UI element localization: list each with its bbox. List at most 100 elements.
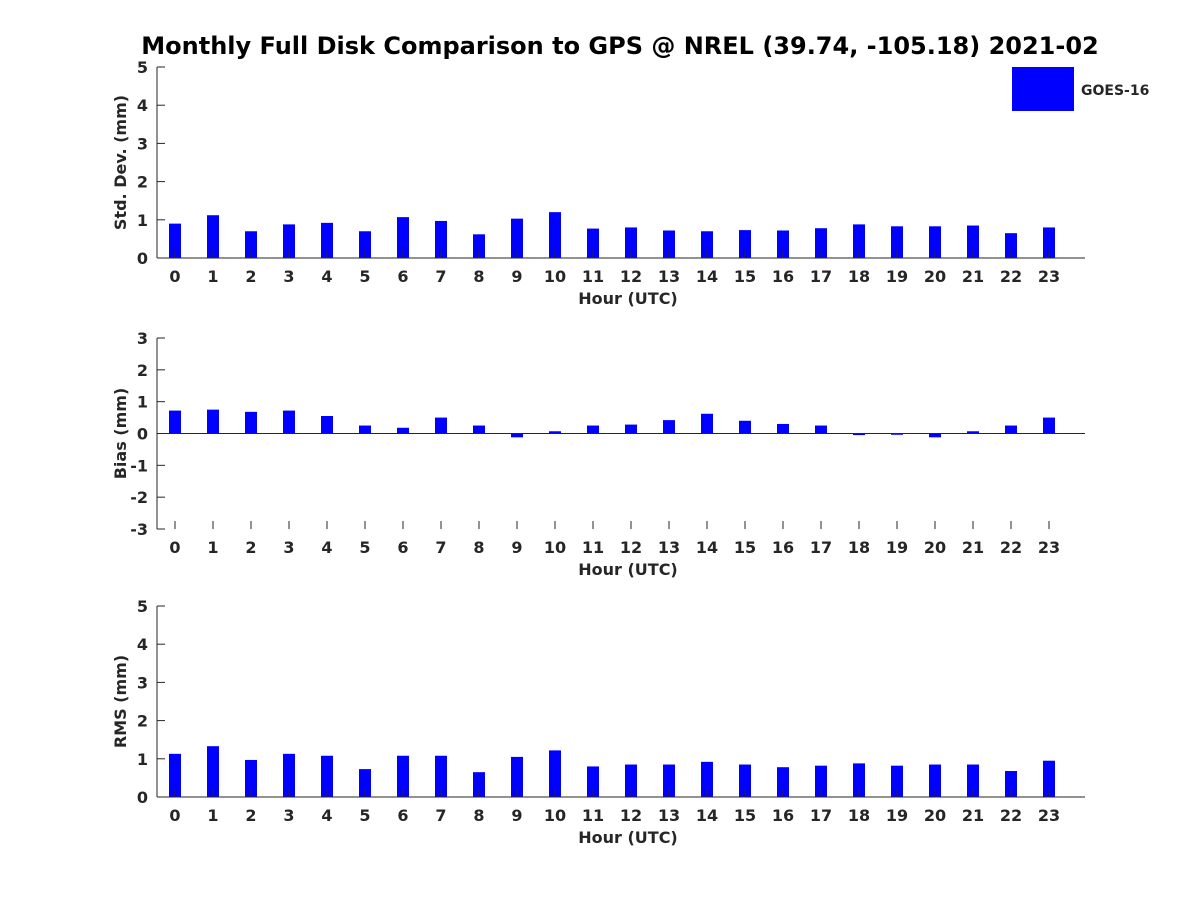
x-tick-label-1: 1 bbox=[207, 806, 218, 825]
bar-hour-13 bbox=[663, 420, 675, 434]
y-tick-label-4: 4 bbox=[137, 96, 148, 115]
bar-hour-5 bbox=[359, 425, 371, 434]
y-axis-label: RMS (mm) bbox=[111, 655, 130, 748]
bar-hour-0 bbox=[169, 223, 181, 258]
x-tick-label-15: 15 bbox=[734, 267, 756, 286]
x-tick-label-8: 8 bbox=[473, 267, 484, 286]
x-tick-label-11: 11 bbox=[582, 267, 604, 286]
bar-hour-16 bbox=[777, 230, 789, 258]
x-tick-label-23: 23 bbox=[1038, 267, 1060, 286]
bar-hour-23 bbox=[1043, 417, 1055, 434]
x-tick-label-14: 14 bbox=[696, 806, 718, 825]
y-tick-label-4: 4 bbox=[137, 635, 148, 654]
x-tick-label-7: 7 bbox=[435, 806, 446, 825]
x-tick-label-6: 6 bbox=[397, 806, 408, 825]
bar-hour-14 bbox=[701, 761, 713, 797]
x-tick-label-19: 19 bbox=[886, 538, 908, 557]
bar-hour-2 bbox=[245, 411, 257, 434]
x-tick-label-3: 3 bbox=[283, 538, 294, 557]
bar-hour-12 bbox=[625, 764, 637, 797]
x-tick-label-2: 2 bbox=[245, 267, 256, 286]
bar-hour-1 bbox=[207, 409, 219, 434]
bar-hour-8 bbox=[473, 772, 485, 797]
bar-hour-22 bbox=[1005, 771, 1017, 797]
x-tick-label-0: 0 bbox=[169, 806, 180, 825]
x-axis-label: Hour (UTC) bbox=[578, 560, 678, 579]
bar-hour-4 bbox=[321, 222, 333, 258]
x-tick-label-16: 16 bbox=[772, 267, 794, 286]
bar-hour-20 bbox=[929, 433, 941, 438]
x-tick-label-20: 20 bbox=[924, 267, 946, 286]
x-tick-label-18: 18 bbox=[848, 267, 870, 286]
bar-hour-13 bbox=[663, 764, 675, 797]
bar-hour-9 bbox=[511, 433, 523, 438]
bar-hour-17 bbox=[815, 425, 827, 434]
bar-hour-2 bbox=[245, 231, 257, 258]
bar-hour-22 bbox=[1005, 425, 1017, 434]
x-tick-label-0: 0 bbox=[169, 267, 180, 286]
x-axis-label: Hour (UTC) bbox=[578, 289, 678, 308]
bar-hour-6 bbox=[397, 217, 409, 258]
bar-hour-9 bbox=[511, 756, 523, 797]
bar-hour-23 bbox=[1043, 227, 1055, 258]
bar-hour-0 bbox=[169, 410, 181, 434]
x-tick-label-5: 5 bbox=[359, 806, 370, 825]
bar-hour-13 bbox=[663, 230, 675, 258]
x-tick-label-10: 10 bbox=[544, 538, 566, 557]
x-tick-label-21: 21 bbox=[962, 806, 984, 825]
bar-hour-21 bbox=[967, 431, 979, 434]
x-tick-label-22: 22 bbox=[1000, 538, 1022, 557]
bar-hour-4 bbox=[321, 755, 333, 797]
y-tick-label-5: 5 bbox=[137, 597, 148, 616]
x-tick-label-5: 5 bbox=[359, 538, 370, 557]
x-tick-label-17: 17 bbox=[810, 806, 832, 825]
bar-hour-2 bbox=[245, 759, 257, 797]
bar-hour-11 bbox=[587, 228, 599, 258]
x-tick-label-9: 9 bbox=[511, 538, 522, 557]
bar-hour-15 bbox=[739, 230, 751, 258]
bar-hour-16 bbox=[777, 767, 789, 797]
y-tick-label--1: -1 bbox=[130, 456, 148, 475]
bar-hour-10 bbox=[549, 750, 561, 797]
bar-hour-18 bbox=[853, 224, 865, 258]
x-tick-label-1: 1 bbox=[207, 538, 218, 557]
x-tick-label-3: 3 bbox=[283, 806, 294, 825]
y-tick-label-5: 5 bbox=[137, 58, 148, 77]
bar-hour-14 bbox=[701, 231, 713, 258]
x-tick-label-16: 16 bbox=[772, 806, 794, 825]
x-tick-label-4: 4 bbox=[321, 806, 332, 825]
x-tick-label-7: 7 bbox=[435, 267, 446, 286]
x-axis-label: Hour (UTC) bbox=[578, 828, 678, 847]
y-tick-label-3: 3 bbox=[137, 673, 148, 692]
y-tick-label-0: 0 bbox=[137, 249, 148, 268]
x-tick-label-22: 22 bbox=[1000, 806, 1022, 825]
x-tick-label-9: 9 bbox=[511, 806, 522, 825]
bar-hour-23 bbox=[1043, 760, 1055, 797]
y-tick-label-1: 1 bbox=[137, 393, 148, 412]
bar-hour-9 bbox=[511, 218, 523, 258]
x-tick-label-14: 14 bbox=[696, 538, 718, 557]
x-tick-label-13: 13 bbox=[658, 538, 680, 557]
x-tick-label-12: 12 bbox=[620, 267, 642, 286]
bar-hour-6 bbox=[397, 755, 409, 797]
x-tick-label-3: 3 bbox=[283, 267, 294, 286]
x-tick-label-11: 11 bbox=[582, 538, 604, 557]
x-tick-label-17: 17 bbox=[810, 538, 832, 557]
bar-hour-18 bbox=[853, 433, 865, 436]
x-tick-label-0: 0 bbox=[169, 538, 180, 557]
x-tick-label-1: 1 bbox=[207, 267, 218, 286]
x-tick-label-9: 9 bbox=[511, 267, 522, 286]
y-axis-label: Bias (mm) bbox=[111, 388, 130, 480]
y-tick-label-0: 0 bbox=[137, 425, 148, 444]
x-tick-label-20: 20 bbox=[924, 538, 946, 557]
y-tick-label-1: 1 bbox=[137, 211, 148, 230]
bar-hour-11 bbox=[587, 425, 599, 434]
bar-hour-10 bbox=[549, 431, 561, 434]
bar-hour-3 bbox=[283, 410, 295, 434]
y-tick-label-2: 2 bbox=[137, 173, 148, 192]
x-tick-label-4: 4 bbox=[321, 538, 332, 557]
bar-hour-7 bbox=[435, 755, 447, 797]
